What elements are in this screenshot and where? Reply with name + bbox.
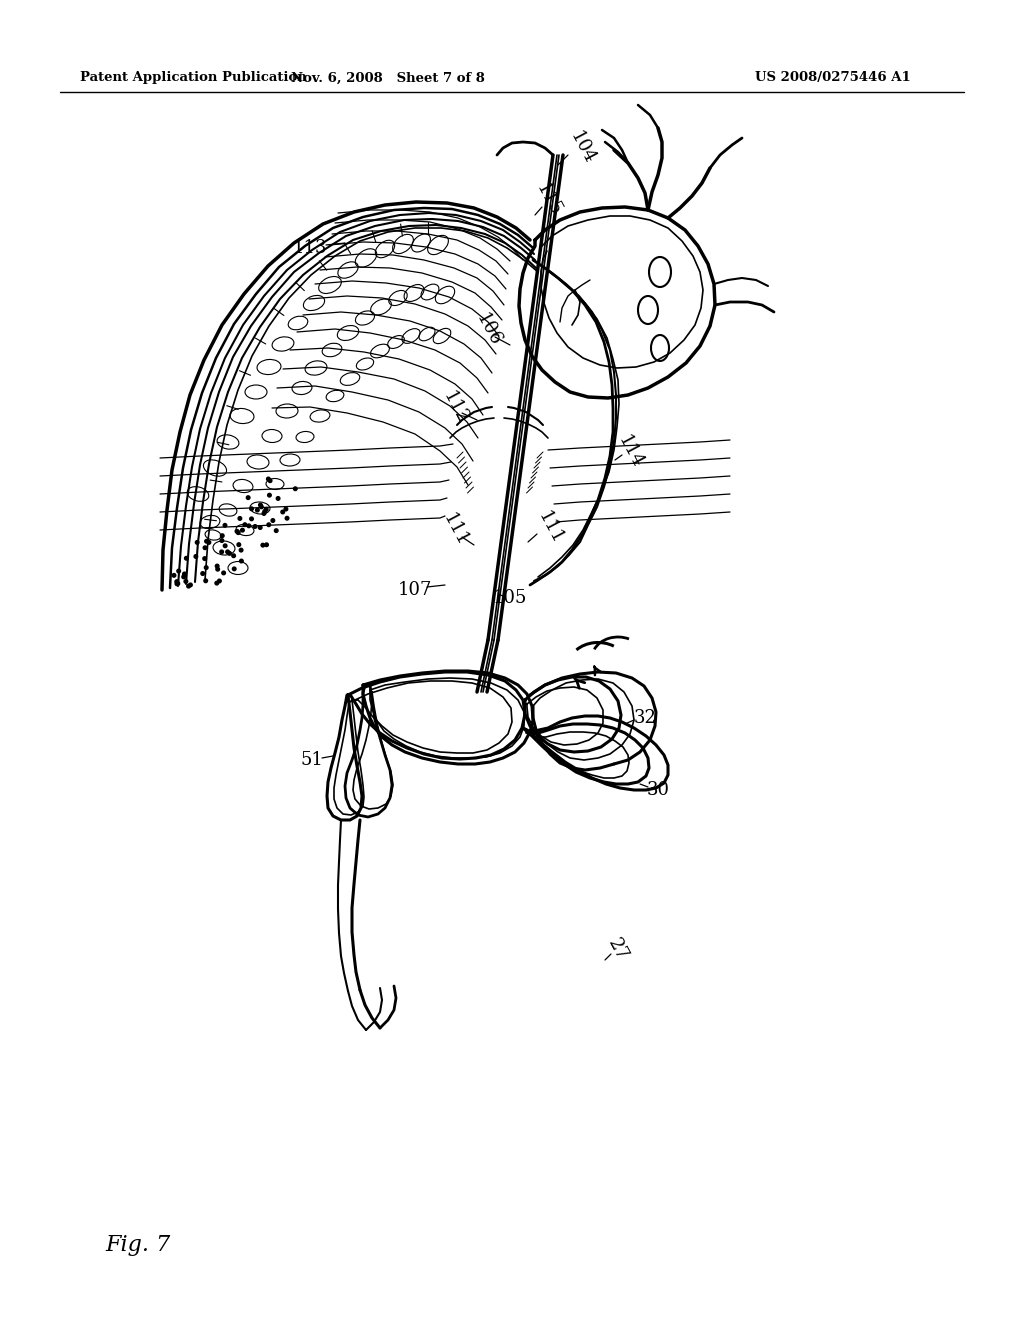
Circle shape <box>247 496 250 499</box>
Circle shape <box>177 569 180 573</box>
Circle shape <box>227 552 231 556</box>
Circle shape <box>195 554 198 558</box>
Circle shape <box>284 507 288 511</box>
Circle shape <box>294 487 297 491</box>
Circle shape <box>223 524 226 527</box>
Circle shape <box>205 566 208 569</box>
Circle shape <box>215 581 218 585</box>
Circle shape <box>267 494 271 498</box>
Text: 104: 104 <box>566 128 598 168</box>
Text: Fig. 7: Fig. 7 <box>105 1234 170 1257</box>
Text: 107: 107 <box>397 581 432 599</box>
Circle shape <box>264 507 268 511</box>
Circle shape <box>253 524 257 528</box>
Circle shape <box>262 512 266 515</box>
Circle shape <box>261 544 264 546</box>
Circle shape <box>276 496 280 500</box>
Circle shape <box>239 516 242 520</box>
Circle shape <box>258 525 262 529</box>
Circle shape <box>240 560 243 562</box>
Circle shape <box>256 508 259 512</box>
Text: 113: 113 <box>293 239 328 257</box>
Circle shape <box>220 539 223 543</box>
Circle shape <box>203 546 207 549</box>
Circle shape <box>259 506 263 508</box>
Circle shape <box>232 568 236 570</box>
Circle shape <box>220 533 224 537</box>
Circle shape <box>231 554 236 557</box>
Circle shape <box>281 510 285 513</box>
Circle shape <box>268 479 272 483</box>
Circle shape <box>267 523 270 527</box>
Circle shape <box>215 564 219 568</box>
Circle shape <box>226 550 229 553</box>
Circle shape <box>184 557 188 560</box>
Text: 111: 111 <box>439 511 471 549</box>
Circle shape <box>237 543 241 546</box>
Circle shape <box>172 573 176 577</box>
Text: Patent Application Publication: Patent Application Publication <box>80 71 307 84</box>
Text: 30: 30 <box>646 781 670 799</box>
Circle shape <box>250 517 253 520</box>
Circle shape <box>188 583 193 586</box>
Circle shape <box>236 529 239 533</box>
Text: Nov. 6, 2008   Sheet 7 of 8: Nov. 6, 2008 Sheet 7 of 8 <box>291 71 485 84</box>
Text: 112: 112 <box>439 388 471 428</box>
Circle shape <box>217 579 221 582</box>
Circle shape <box>204 579 208 582</box>
Text: 115: 115 <box>532 181 564 219</box>
Circle shape <box>182 576 185 578</box>
Circle shape <box>203 557 207 561</box>
Circle shape <box>220 550 223 553</box>
Text: 32: 32 <box>634 709 656 727</box>
Circle shape <box>274 529 279 532</box>
Circle shape <box>286 516 289 520</box>
Circle shape <box>176 582 179 585</box>
Circle shape <box>240 548 243 552</box>
Circle shape <box>247 524 251 528</box>
Circle shape <box>241 528 245 532</box>
Circle shape <box>175 582 179 586</box>
Text: 105: 105 <box>493 589 527 607</box>
Circle shape <box>237 531 240 535</box>
Circle shape <box>175 579 178 583</box>
Text: 106: 106 <box>472 310 504 350</box>
Circle shape <box>271 519 274 523</box>
Text: 27: 27 <box>605 936 631 965</box>
Circle shape <box>265 543 268 546</box>
Circle shape <box>216 568 219 572</box>
Circle shape <box>223 544 227 548</box>
Circle shape <box>184 579 187 583</box>
Circle shape <box>266 478 270 480</box>
Circle shape <box>201 572 205 576</box>
Circle shape <box>259 503 262 507</box>
Circle shape <box>205 540 208 543</box>
Text: 114: 114 <box>614 433 646 471</box>
Circle shape <box>182 572 186 576</box>
Circle shape <box>207 541 211 544</box>
Circle shape <box>243 523 247 527</box>
Circle shape <box>186 585 190 587</box>
Text: 111: 111 <box>534 508 566 548</box>
Text: 51: 51 <box>301 751 324 770</box>
Circle shape <box>222 572 225 574</box>
Circle shape <box>263 510 266 513</box>
Text: US 2008/0275446 A1: US 2008/0275446 A1 <box>755 71 910 84</box>
Circle shape <box>250 507 253 511</box>
Circle shape <box>196 541 199 544</box>
